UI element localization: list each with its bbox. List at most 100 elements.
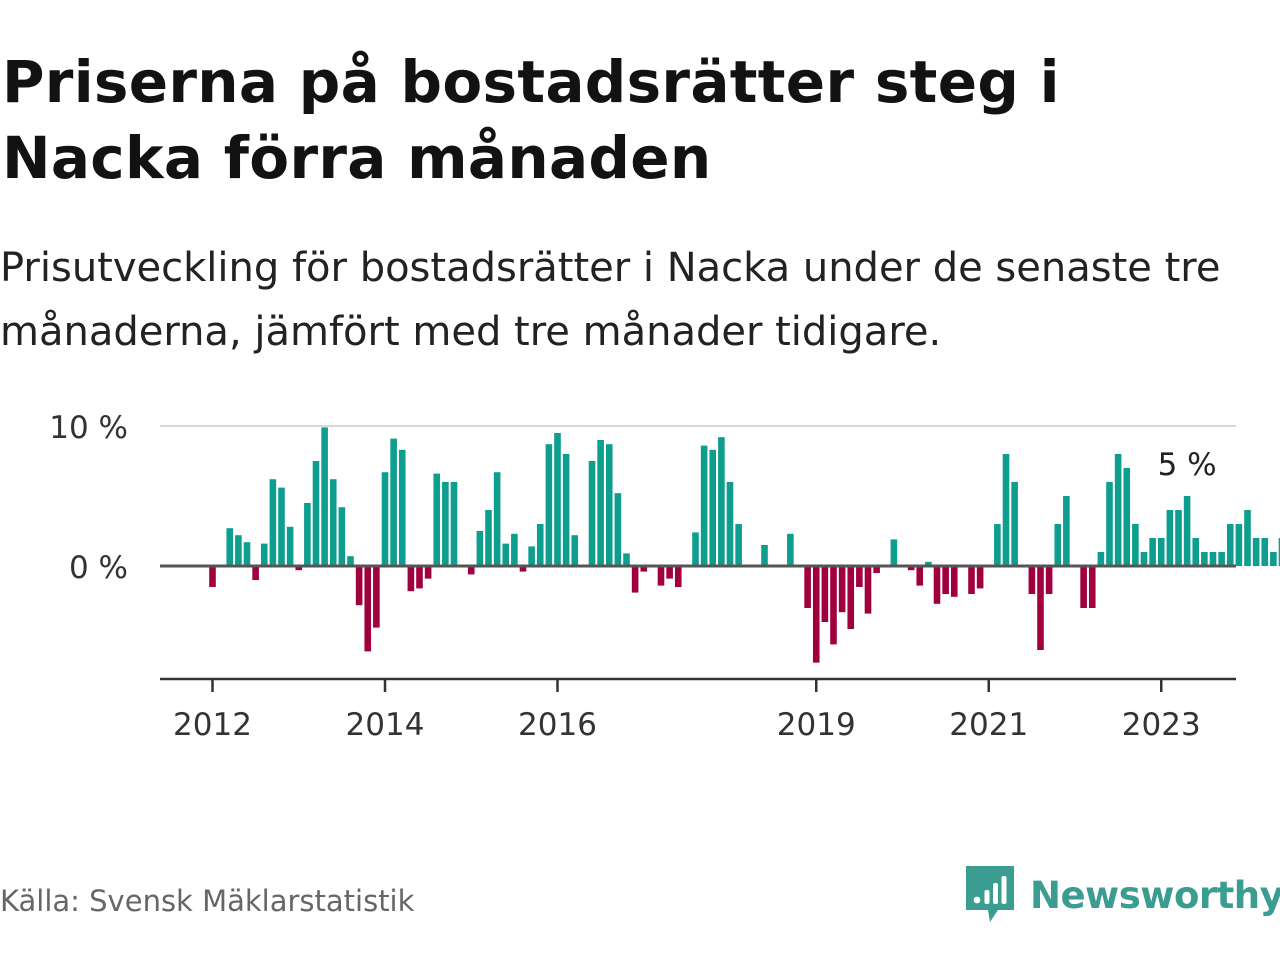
bar bbox=[640, 566, 648, 572]
bar bbox=[614, 493, 622, 566]
bar bbox=[1149, 538, 1156, 566]
bar bbox=[442, 482, 449, 566]
bar bbox=[631, 566, 639, 593]
bar bbox=[605, 444, 613, 566]
x-tick-label: 2021 bbox=[949, 707, 1028, 743]
chart-subtitle: Prisutveckling för bostadsrätter i Nacka… bbox=[0, 245, 1221, 355]
bar bbox=[692, 532, 699, 566]
bar bbox=[916, 566, 924, 586]
bar bbox=[493, 472, 501, 566]
bar bbox=[804, 566, 811, 608]
bar bbox=[718, 437, 725, 566]
bar bbox=[1183, 496, 1191, 566]
bar bbox=[235, 535, 242, 566]
brand-name: Newsworthy bbox=[1030, 873, 1280, 917]
bar bbox=[321, 427, 328, 566]
bar bbox=[562, 454, 570, 566]
bar bbox=[528, 546, 535, 566]
bar bbox=[830, 566, 837, 645]
bar bbox=[994, 524, 1001, 566]
bar bbox=[373, 566, 380, 628]
bar bbox=[226, 528, 234, 566]
bar bbox=[1140, 552, 1148, 566]
bar bbox=[657, 566, 665, 586]
bar bbox=[338, 507, 346, 566]
bar bbox=[1166, 510, 1174, 566]
bar bbox=[1261, 538, 1269, 566]
bar bbox=[761, 545, 768, 566]
bar bbox=[329, 479, 337, 566]
bar bbox=[511, 533, 518, 566]
bar bbox=[347, 556, 354, 566]
bar bbox=[864, 566, 872, 614]
bar bbox=[390, 438, 397, 566]
bar bbox=[890, 539, 898, 566]
bar bbox=[1028, 566, 1036, 594]
bar bbox=[1175, 510, 1182, 566]
bar bbox=[485, 510, 492, 566]
bar bbox=[1209, 552, 1217, 566]
bar bbox=[968, 566, 975, 594]
bar bbox=[286, 526, 294, 566]
bar bbox=[1080, 566, 1087, 608]
bar bbox=[1270, 552, 1277, 566]
newsworthy-logo-icon bbox=[966, 866, 1014, 922]
bar bbox=[536, 524, 544, 566]
bar bbox=[1235, 524, 1243, 566]
bar bbox=[519, 566, 527, 572]
bar bbox=[312, 461, 320, 566]
bar bbox=[554, 433, 561, 566]
bar bbox=[398, 449, 406, 566]
bar bbox=[304, 503, 311, 566]
bar-chart: 10 % 0 % 2012 2014 2016 2019 2021 2023 5 % bbox=[49, 410, 1280, 743]
bar bbox=[907, 566, 915, 571]
bar bbox=[1097, 552, 1105, 566]
bar bbox=[1114, 454, 1122, 566]
brand-logo[interactable]: Newsworthy bbox=[964, 864, 1280, 926]
bar bbox=[252, 566, 259, 580]
bar bbox=[838, 566, 846, 613]
bar bbox=[1244, 510, 1251, 566]
bar bbox=[873, 566, 880, 573]
bar bbox=[1063, 496, 1070, 566]
bar bbox=[700, 445, 708, 566]
bar bbox=[812, 566, 820, 663]
bar bbox=[856, 566, 863, 587]
source-note: Källa: Svensk Mäklarstatistik bbox=[0, 884, 415, 918]
bar bbox=[588, 461, 596, 566]
x-tick-label: 2023 bbox=[1122, 707, 1201, 743]
bar bbox=[364, 566, 372, 652]
bar bbox=[545, 444, 553, 566]
bar bbox=[571, 535, 579, 566]
data-label: 5 % bbox=[1158, 447, 1217, 483]
bar bbox=[476, 531, 484, 566]
bar bbox=[1011, 482, 1018, 566]
chart-title: Priserna på bostadsrätter steg i Nacka f… bbox=[2, 48, 1060, 192]
bar bbox=[1054, 524, 1062, 566]
bar bbox=[381, 472, 389, 566]
x-tick-label: 2012 bbox=[173, 707, 252, 743]
bar bbox=[1252, 538, 1260, 566]
bar bbox=[450, 482, 458, 566]
x-tick-label: 2019 bbox=[777, 707, 856, 743]
bar bbox=[933, 566, 941, 604]
bar bbox=[1132, 524, 1139, 566]
bar bbox=[502, 543, 510, 566]
bar bbox=[976, 566, 984, 589]
bar bbox=[407, 566, 415, 592]
bar bbox=[787, 533, 794, 566]
y-tick-label: 10 % bbox=[49, 410, 128, 446]
bar bbox=[355, 566, 363, 606]
y-tick-label: 0 % bbox=[69, 550, 128, 586]
bar bbox=[709, 449, 717, 566]
bar bbox=[735, 524, 742, 566]
bar bbox=[847, 566, 855, 629]
bar bbox=[209, 566, 216, 587]
bar bbox=[942, 566, 949, 594]
bar bbox=[260, 543, 268, 566]
bar bbox=[1278, 538, 1280, 566]
bar bbox=[295, 566, 303, 571]
bar bbox=[666, 566, 673, 579]
bar bbox=[597, 440, 604, 566]
bar bbox=[1037, 566, 1044, 650]
